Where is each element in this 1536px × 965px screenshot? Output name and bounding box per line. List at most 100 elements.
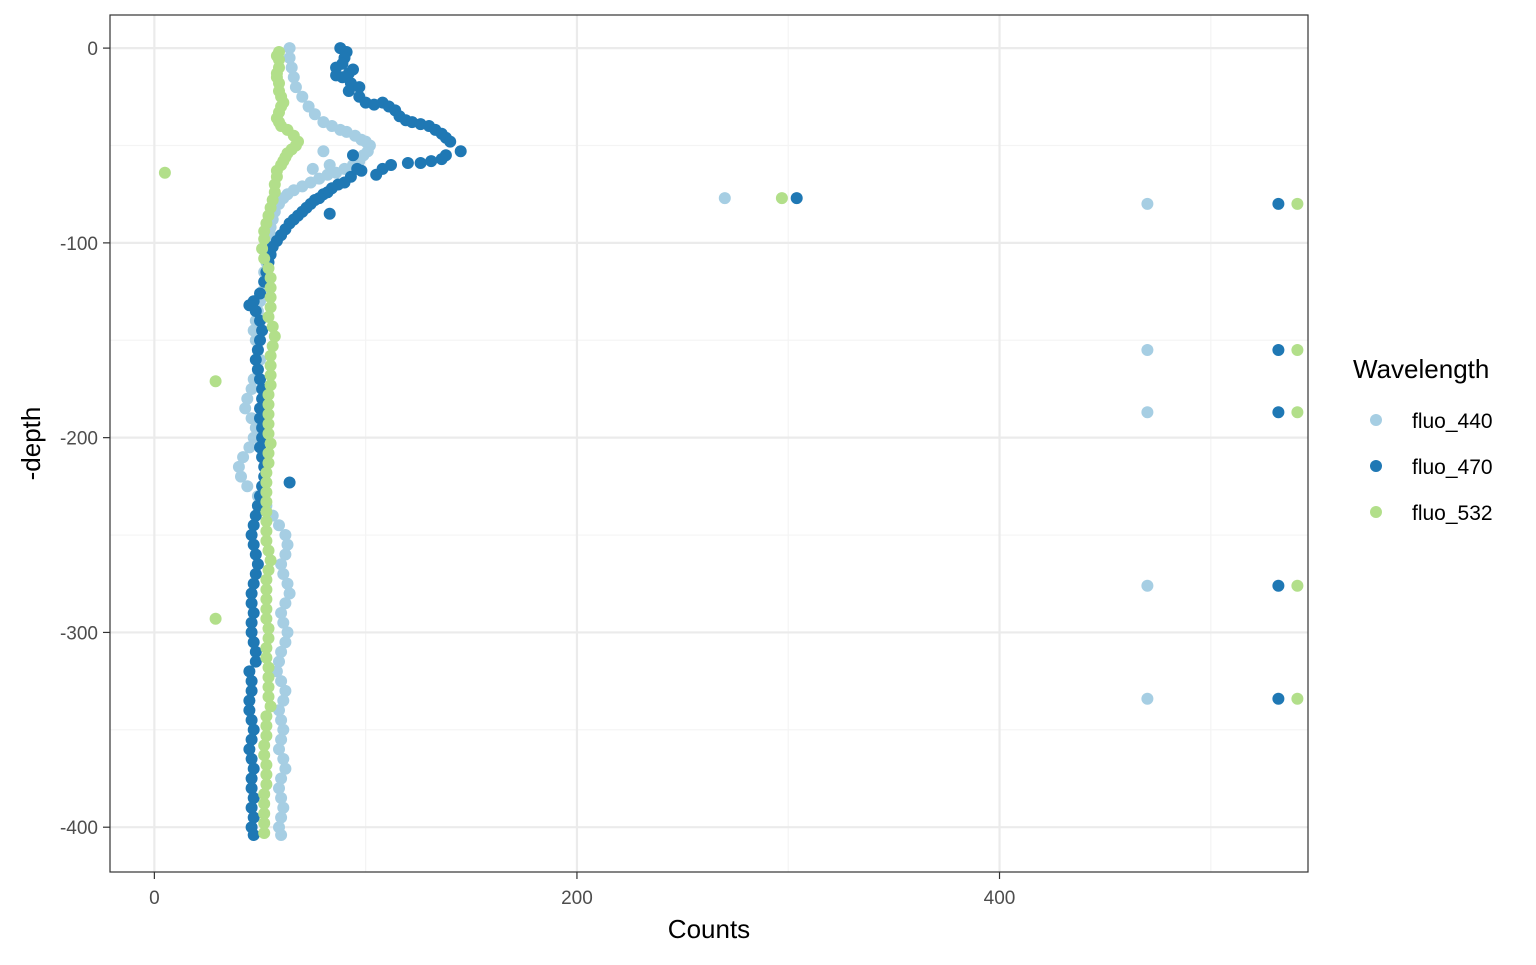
grid-lines bbox=[110, 15, 1308, 872]
data-point bbox=[262, 671, 275, 684]
legend-item-fluo_440: fluo_440 bbox=[1370, 410, 1493, 433]
data-point bbox=[245, 753, 258, 765]
data-point bbox=[264, 271, 277, 284]
data-point bbox=[260, 466, 273, 479]
data-point bbox=[306, 162, 319, 175]
data-point bbox=[1272, 344, 1285, 356]
data-point bbox=[258, 233, 271, 245]
data-point bbox=[1141, 406, 1154, 419]
data-point bbox=[247, 538, 260, 551]
data-point bbox=[247, 811, 260, 824]
panel-border bbox=[109, 14, 1309, 873]
data-point bbox=[264, 379, 277, 392]
series-fluo_532 bbox=[158, 46, 1304, 839]
data-point bbox=[1141, 692, 1154, 705]
data-point bbox=[283, 42, 296, 55]
data-point bbox=[260, 476, 273, 489]
data-point bbox=[1272, 406, 1285, 419]
y-axis-title: -depth bbox=[16, 407, 46, 481]
data-point bbox=[262, 622, 275, 635]
legend-item-fluo_470: fluo_470 bbox=[1370, 456, 1493, 479]
data-point bbox=[245, 597, 258, 610]
data-point bbox=[279, 684, 292, 697]
data-point bbox=[260, 486, 273, 499]
data-point bbox=[249, 509, 262, 522]
data-point bbox=[275, 645, 288, 658]
data-point bbox=[275, 675, 288, 688]
data-point bbox=[243, 665, 256, 678]
data-point bbox=[158, 166, 171, 179]
y-tick-label: -400 bbox=[60, 818, 98, 839]
x-tick-label: 200 bbox=[561, 888, 593, 909]
data-point bbox=[260, 603, 273, 616]
data-point bbox=[245, 587, 258, 600]
data-point bbox=[283, 587, 296, 600]
data-point bbox=[281, 577, 294, 590]
data-point bbox=[209, 375, 222, 388]
data-point bbox=[260, 505, 273, 518]
data-point bbox=[254, 334, 266, 347]
data-point bbox=[414, 157, 427, 169]
data-point bbox=[256, 242, 269, 255]
data-point bbox=[262, 447, 275, 460]
data-point bbox=[260, 651, 273, 664]
data-point bbox=[277, 568, 290, 580]
data-point bbox=[260, 768, 273, 781]
data-point bbox=[370, 168, 383, 181]
data-point bbox=[275, 792, 288, 804]
data-point bbox=[289, 81, 302, 94]
legend-item-fluo_532: fluo_532 bbox=[1370, 502, 1493, 525]
data-point bbox=[237, 451, 250, 464]
y-tick-label: -300 bbox=[60, 623, 98, 644]
data-point bbox=[247, 723, 260, 736]
y-tick-label: -100 bbox=[60, 234, 98, 255]
data-point bbox=[260, 525, 273, 538]
data-point bbox=[247, 519, 260, 532]
data-point bbox=[258, 739, 271, 752]
data-point bbox=[1291, 197, 1304, 210]
data-point bbox=[268, 330, 281, 343]
data-point bbox=[264, 349, 277, 362]
data-point bbox=[243, 704, 256, 717]
x-axis-title: Counts bbox=[668, 914, 750, 944]
data-point bbox=[287, 71, 300, 84]
data-point bbox=[283, 476, 296, 489]
data-point bbox=[277, 616, 290, 629]
data-point bbox=[256, 324, 269, 337]
legend-key bbox=[1370, 460, 1382, 472]
data-point bbox=[1291, 344, 1304, 356]
data-point bbox=[258, 788, 271, 801]
data-point bbox=[245, 675, 258, 688]
data-point bbox=[245, 616, 258, 629]
data-point bbox=[262, 564, 275, 577]
data-point bbox=[247, 431, 260, 444]
data-point bbox=[347, 63, 359, 76]
data-point bbox=[262, 690, 275, 703]
data-point bbox=[254, 441, 266, 454]
legend: Wavelength fluo_440 fluo_470 fluo_532 bbox=[1353, 354, 1493, 525]
data-point bbox=[718, 192, 731, 205]
axes: 0 200 400 0 -100 -200 -300 -400 bbox=[60, 39, 1015, 909]
data-point bbox=[277, 801, 290, 814]
data-point bbox=[275, 714, 288, 727]
data-point bbox=[249, 568, 262, 580]
data-points bbox=[158, 42, 1304, 841]
data-point bbox=[260, 778, 273, 791]
data-point bbox=[1272, 197, 1285, 210]
data-point bbox=[245, 782, 258, 795]
data-point bbox=[249, 353, 262, 366]
data-point bbox=[264, 301, 277, 314]
data-point bbox=[279, 762, 292, 775]
data-point bbox=[232, 460, 245, 473]
legend-key bbox=[1370, 506, 1382, 518]
data-point bbox=[241, 392, 254, 405]
data-point bbox=[1141, 197, 1154, 210]
y-tick-label: 0 bbox=[87, 39, 98, 60]
data-point bbox=[323, 207, 336, 220]
data-point bbox=[266, 320, 279, 333]
data-point bbox=[347, 149, 359, 162]
data-point bbox=[247, 829, 260, 841]
data-point bbox=[323, 159, 336, 171]
data-point bbox=[249, 305, 262, 318]
